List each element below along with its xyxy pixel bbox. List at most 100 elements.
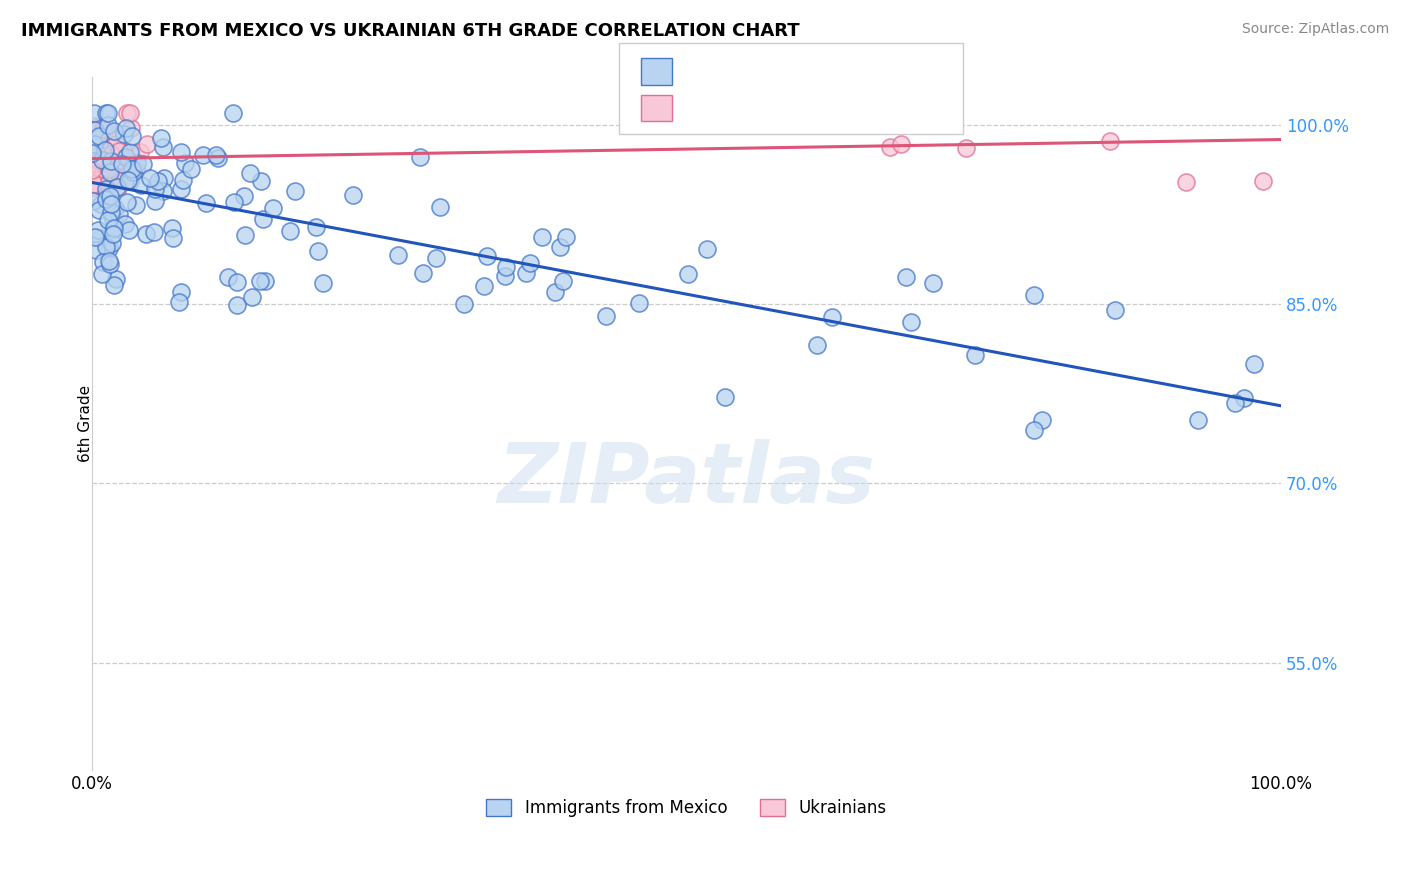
Point [101, 227, 124, 241]
Point [110, 171, 132, 186]
Point [97, 127, 120, 141]
Point [90, 267, 112, 281]
Point [387, 248, 409, 262]
Point [342, 188, 364, 202]
Point [955, 141, 977, 155]
Point [93, 165, 115, 179]
Text: 62: 62 [865, 99, 887, 117]
Point [112, 145, 135, 160]
Point [115, 150, 138, 164]
Point [94, 240, 117, 254]
Point [696, 242, 718, 256]
Point [1243, 357, 1265, 371]
Point [90, 197, 112, 211]
Point [222, 194, 245, 209]
Point [96, 182, 118, 196]
Point [152, 185, 174, 199]
Point [222, 106, 245, 120]
Point [226, 275, 249, 289]
Point [1175, 175, 1198, 189]
Point [477, 249, 499, 263]
Point [98, 176, 121, 190]
Point [1233, 391, 1256, 405]
Point [104, 172, 127, 186]
Point [120, 120, 142, 135]
Point [172, 173, 194, 187]
Point [146, 174, 169, 188]
Point [82, 163, 104, 178]
Point [1098, 134, 1121, 148]
Point [1104, 303, 1126, 318]
Point [167, 294, 190, 309]
Point [93, 254, 115, 268]
Point [91, 153, 114, 167]
Point [96, 128, 118, 142]
Point [89, 153, 111, 168]
Point [821, 310, 844, 324]
Text: N =: N = [813, 62, 849, 80]
Point [84, 130, 107, 145]
Point [91, 168, 114, 182]
Text: ZIPatlas: ZIPatlas [498, 439, 876, 520]
Point [86, 162, 108, 177]
Point [82, 135, 104, 149]
Point [555, 230, 578, 244]
Point [806, 338, 828, 352]
Point [83, 162, 105, 177]
Point [217, 269, 239, 284]
Point [900, 315, 922, 329]
Point [82, 194, 104, 208]
Point [194, 195, 217, 210]
Point [115, 120, 138, 135]
Point [152, 139, 174, 153]
Point [82, 147, 104, 161]
Point [94, 192, 117, 206]
Point [240, 290, 263, 304]
Point [120, 106, 142, 120]
Point [94, 106, 117, 120]
Point [118, 223, 141, 237]
Point [84, 145, 107, 159]
Point [111, 157, 134, 171]
Point [233, 189, 256, 203]
Point [82, 180, 104, 194]
Point [879, 140, 901, 154]
Point [97, 118, 120, 132]
Point [174, 156, 197, 170]
Point [82, 153, 104, 167]
Point [84, 152, 107, 166]
Point [97, 161, 120, 176]
Point [112, 127, 135, 141]
Point [104, 202, 127, 216]
Point [83, 123, 105, 137]
Point [135, 227, 157, 241]
Point [91, 154, 114, 169]
Point [180, 162, 202, 177]
Point [307, 244, 329, 258]
Point [91, 121, 114, 136]
Point [1031, 413, 1053, 427]
Point [100, 205, 122, 219]
Point [842, 106, 865, 120]
Point [519, 256, 541, 270]
Point [83, 136, 105, 151]
Point [225, 298, 247, 312]
Point [100, 140, 122, 154]
Point [250, 174, 273, 188]
Point [494, 268, 516, 283]
Point [104, 272, 127, 286]
Text: 138: 138 [865, 62, 900, 80]
Point [91, 156, 114, 170]
Point [120, 164, 142, 178]
Point [97, 253, 120, 268]
Y-axis label: 6th Grade: 6th Grade [77, 385, 93, 462]
Point [97, 177, 120, 191]
Point [162, 231, 184, 245]
Point [628, 295, 651, 310]
Point [83, 167, 105, 181]
Point [86, 244, 108, 258]
Point [129, 178, 152, 192]
Point [107, 179, 129, 194]
Point [118, 145, 141, 159]
Point [122, 164, 145, 178]
